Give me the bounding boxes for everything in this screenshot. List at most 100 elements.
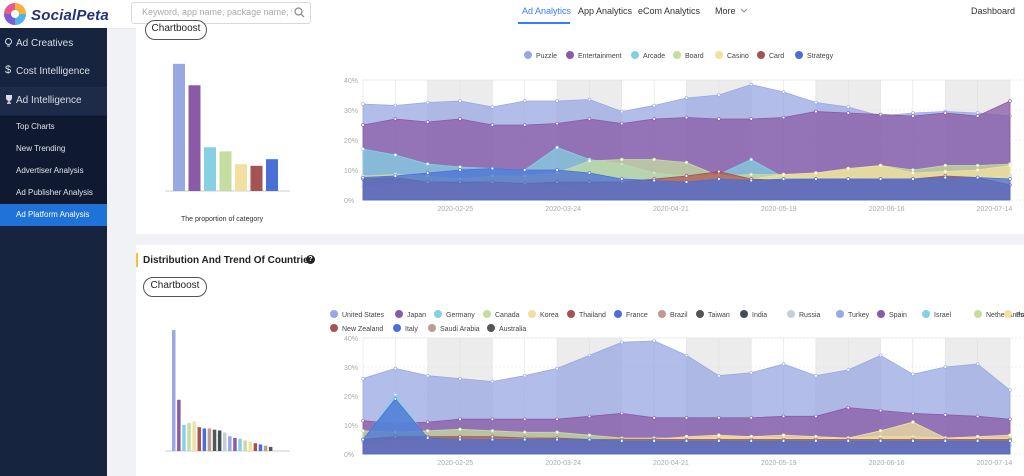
bar-saudi-arabia[interactable] (263, 445, 268, 451)
legend-label: Israel (934, 312, 952, 319)
legend-label: Card (769, 53, 785, 60)
legend-item-saudi-arabia[interactable]: Saudi Arabia (428, 324, 480, 333)
point-japan (652, 416, 656, 420)
bar-australia[interactable] (268, 446, 273, 451)
legend-item-thailand[interactable]: Thailand (567, 310, 606, 319)
legend-item-arcade[interactable]: Arcade (631, 51, 665, 60)
bar-thailand[interactable] (197, 427, 202, 451)
legend-item-israel[interactable]: Israel (922, 310, 951, 319)
bar-poland[interactable] (248, 441, 253, 451)
legend-item-turkey[interactable]: Turkey (836, 310, 869, 319)
bar-spain[interactable] (233, 437, 237, 451)
legend-item-entertainment[interactable]: Entertainment (566, 51, 622, 60)
point-entertainment (555, 121, 559, 126)
chevron-down-icon[interactable] (740, 8, 748, 14)
bar-united-states[interactable] (172, 330, 176, 451)
sidebar-subitem-new-trending[interactable]: New Trending (0, 138, 107, 160)
legend-item-board[interactable]: Board (673, 51, 704, 60)
legend-label: Board (685, 53, 704, 60)
legend-item-germany[interactable]: Germany (434, 310, 475, 319)
area-series-strategy (362, 168, 1011, 201)
bar-brazil[interactable] (207, 428, 212, 451)
legend-dot (974, 310, 982, 318)
search-icon[interactable] (294, 7, 305, 18)
bar-germany[interactable] (182, 424, 186, 451)
sidebar-subitem-top-charts[interactable]: Top Charts (0, 116, 107, 138)
bar-italy[interactable] (258, 444, 263, 451)
legend-item-france[interactable]: France (614, 310, 648, 319)
bar-canada[interactable] (187, 423, 191, 451)
nav-ecom-analytics[interactable]: eCom Analytics (638, 6, 701, 16)
legend-item-poland[interactable]: Poland (1004, 310, 1024, 319)
legend-item-taiwan[interactable]: Taiwan (696, 310, 730, 319)
y-tick-label: 10% (344, 423, 358, 430)
bar-japan[interactable] (177, 399, 181, 451)
nav-ad-analytics[interactable]: Ad Analytics (522, 6, 572, 16)
legend-item-strategy[interactable]: Strategy (795, 51, 833, 60)
legend-item-india[interactable]: India (740, 310, 767, 319)
bar-taiwan[interactable] (212, 429, 217, 451)
nav-app-analytics[interactable]: App Analytics (578, 6, 633, 16)
sidebar-item-ad-creatives[interactable]: Ad Creatives (0, 30, 107, 58)
bar-israel[interactable] (238, 438, 242, 451)
bar-card[interactable] (250, 165, 263, 191)
search-box[interactable] (131, 2, 311, 24)
nav-more[interactable]: More (715, 6, 736, 16)
legend-item-korea[interactable]: Korea (528, 310, 559, 319)
legend-dot (787, 310, 795, 318)
bar-arcade[interactable] (204, 147, 216, 191)
logo[interactable]: SocialPeta (3, 2, 109, 26)
bar-netherlands[interactable] (243, 440, 247, 451)
chartboost-button-category[interactable]: Chartboost (145, 20, 207, 40)
sidebar-item-ad-intelligence[interactable]: Ad Intelligence (0, 87, 107, 115)
bar-india[interactable] (217, 430, 222, 452)
legend-label: Korea (540, 312, 559, 319)
bar-turkey[interactable] (228, 436, 232, 451)
point-canada (361, 429, 365, 433)
sidebar-item-cost-intelligence[interactable]: $ Cost Intelligence (0, 58, 107, 86)
point-korea (878, 429, 883, 433)
legend-item-italy[interactable]: Italy (393, 324, 418, 333)
legend-item-australia[interactable]: Australia (487, 324, 526, 333)
point-france (620, 439, 624, 443)
point-puzzle (620, 109, 624, 114)
bar-strategy[interactable] (266, 159, 278, 191)
nav-dashboard[interactable]: Dashboard (971, 6, 1016, 16)
legend-item-united-states[interactable]: United States (330, 310, 384, 319)
legend-item-japan[interactable]: Japan (395, 310, 426, 319)
legend-item-casino[interactable]: Casino (715, 51, 749, 60)
bar-board[interactable] (219, 151, 232, 191)
bar-puzzle[interactable] (173, 63, 185, 191)
legend-item-new-zealand[interactable]: New Zealand (330, 324, 383, 333)
sidebar-subitem-ad-publisher-analysis[interactable]: Ad Publisher Analysis (0, 182, 107, 204)
bar-entertainment[interactable] (188, 85, 201, 191)
chartboost-button-countries[interactable]: Chartboost (143, 277, 207, 297)
legend-dot (631, 51, 639, 59)
sidebar-subitem-ad-platform-analysis[interactable]: Ad Platform Analysis (0, 204, 107, 226)
legend-dot (567, 310, 575, 318)
legend-item-canada[interactable]: Canada (483, 310, 520, 319)
legend-item-spain[interactable]: Spain (877, 310, 907, 319)
legend-item-brazil[interactable]: Brazil (658, 310, 688, 319)
legend-item-russia[interactable]: Russia (787, 310, 820, 319)
y-tick-label: 30% (344, 365, 358, 372)
bar-new-zealand[interactable] (253, 443, 258, 451)
point-entertainment (1008, 99, 1012, 103)
legend-item-puzzle[interactable]: Puzzle (524, 51, 557, 60)
bar-korea[interactable] (192, 421, 196, 451)
sidebar: Ad Creatives $ Cost Intelligence Ad Inte… (0, 28, 107, 476)
legend-dot (393, 324, 401, 332)
bar-france[interactable] (202, 428, 207, 451)
point-board (975, 163, 980, 168)
legend-item-card[interactable]: Card (757, 51, 784, 60)
point-strategy (846, 177, 850, 181)
bar-casino[interactable] (235, 164, 247, 191)
dollar-icon: $ (5, 64, 12, 76)
legend-label: Entertainment (578, 53, 622, 60)
help-icon[interactable]: ? (306, 255, 315, 264)
sidebar-subitem-advertiser-analysis[interactable]: Advertiser Analysis (0, 160, 107, 182)
bar-russia[interactable] (223, 432, 227, 451)
point-korea (975, 434, 980, 439)
point-puzzle (523, 99, 527, 103)
search-input[interactable] (140, 6, 294, 18)
